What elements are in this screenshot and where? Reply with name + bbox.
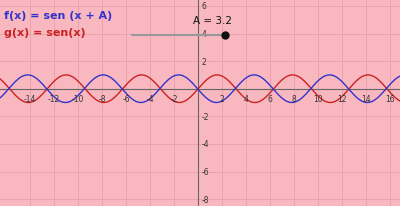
Text: 14: 14 [362, 94, 371, 103]
Text: -2: -2 [201, 112, 209, 121]
Text: -6: -6 [201, 167, 209, 176]
Text: -6: -6 [122, 94, 130, 103]
Text: 12: 12 [338, 94, 347, 103]
Text: -14: -14 [24, 94, 36, 103]
Text: -8: -8 [201, 195, 209, 204]
Text: 2: 2 [220, 94, 224, 103]
Text: -4: -4 [146, 94, 154, 103]
Text: 6: 6 [268, 94, 273, 103]
Text: g(x) = sen(x): g(x) = sen(x) [4, 27, 85, 37]
Text: 10: 10 [314, 94, 323, 103]
Text: 8: 8 [292, 94, 297, 103]
Text: -2: -2 [170, 94, 178, 103]
Text: f(x) = sen (x + A): f(x) = sen (x + A) [4, 11, 112, 21]
Text: -8: -8 [98, 94, 106, 103]
Text: 6: 6 [201, 2, 206, 11]
Text: 4: 4 [201, 30, 206, 39]
Text: 2: 2 [201, 57, 206, 66]
Text: -12: -12 [48, 94, 60, 103]
Text: -4: -4 [201, 140, 209, 149]
Text: -10: -10 [72, 94, 84, 103]
Text: 16: 16 [386, 94, 395, 103]
Text: 4: 4 [244, 94, 249, 103]
Text: A = 3.2: A = 3.2 [193, 16, 232, 26]
